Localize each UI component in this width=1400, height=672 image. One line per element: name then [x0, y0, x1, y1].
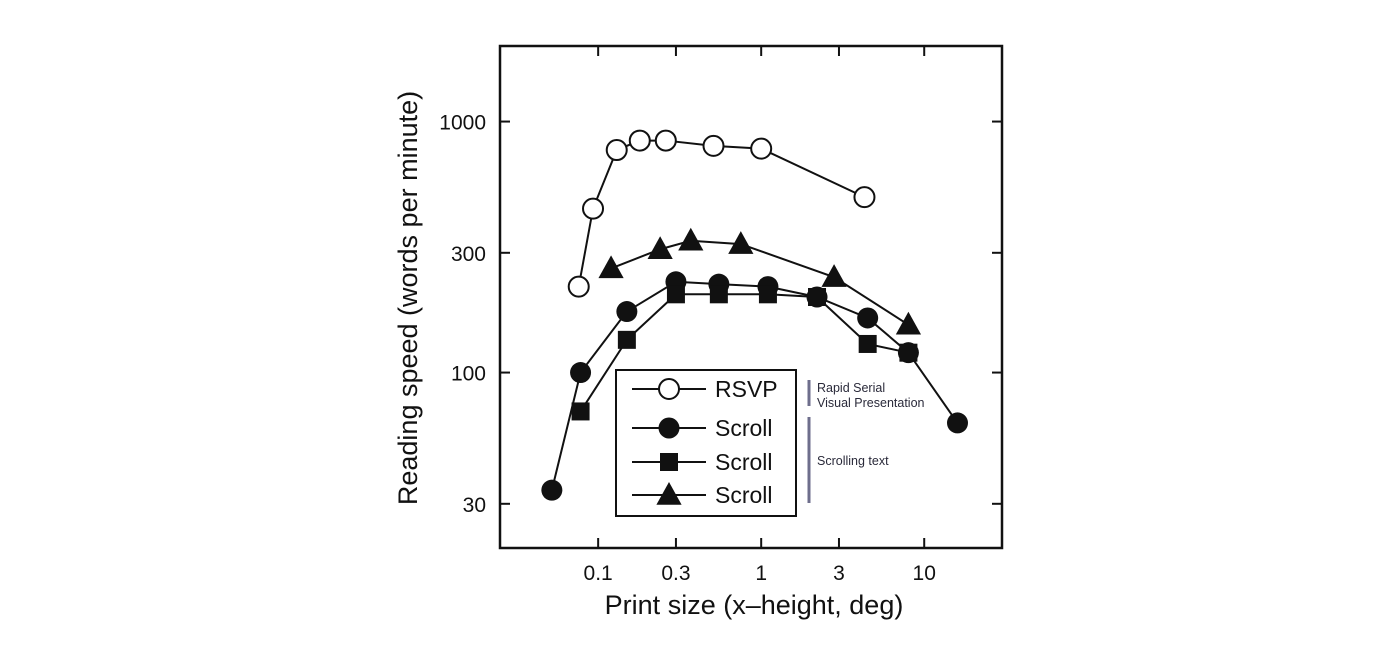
data-point-triangle-filled — [821, 264, 847, 287]
data-point-square-filled — [899, 343, 918, 362]
legend-label: Scroll — [715, 415, 773, 441]
data-point-square-filled — [808, 288, 827, 306]
x-tick-label: 0.1 — [584, 562, 613, 585]
data-point-triangle-filled — [598, 255, 624, 279]
x-tick-label: 10 — [913, 562, 936, 585]
data-point-square-filled — [858, 334, 877, 353]
data-point-triangle-filled — [728, 231, 754, 254]
x-tick-label: 0.3 — [661, 562, 690, 585]
series-layer — [541, 129, 968, 501]
data-point-circle-open — [654, 129, 677, 152]
data-point-triangle-filled — [678, 227, 704, 251]
y-tick-label: 100 — [451, 363, 486, 386]
y-tick-label: 1000 — [439, 112, 486, 135]
data-point-square-filled — [666, 285, 685, 304]
rsvp-annotation-line-1: Rapid Serial — [817, 381, 885, 395]
legend-items: RSVP Scroll Scroll Scroll — [632, 376, 778, 508]
data-point-circle-open — [853, 186, 876, 209]
y-axis-title: Reading speed (words per minute) — [393, 91, 423, 505]
y-tick-label: 300 — [451, 243, 486, 266]
legend-marker — [658, 378, 680, 400]
x-tick-label: 1 — [755, 562, 767, 585]
legend-box — [615, 369, 797, 517]
legend-label: RSVP — [715, 376, 778, 402]
legend-entry-square-filled: Scroll — [632, 449, 773, 475]
data-point-circle-filled — [616, 301, 638, 323]
series-line-circle-filled — [550, 280, 959, 491]
data-point-triangle-filled — [647, 236, 673, 259]
legend: RSVP Scroll Scroll Scroll — [615, 369, 797, 517]
data-point-circle-filled — [857, 307, 879, 329]
legend-marker — [656, 482, 682, 505]
data-point-square-filled — [617, 330, 636, 349]
data-point-circle-open — [750, 137, 773, 160]
x-tick-label: 3 — [833, 562, 845, 585]
legend-label: Scroll — [715, 449, 773, 475]
scroll-annotation: Scrolling text — [817, 454, 889, 468]
legend-entry-triangle-filled: Scroll — [632, 482, 773, 508]
annotations: Rapid Serial Visual Presentation Scrolli… — [807, 380, 925, 503]
axis-ticks: 0.1 0.3 1 3 10 30 100 300 1000 — [439, 46, 1002, 585]
data-point-circle-filled — [946, 412, 968, 434]
data-point-circle-open — [628, 129, 651, 152]
series-square-filled — [571, 285, 918, 421]
data-point-circle-filled — [541, 479, 563, 501]
legend-marker — [658, 417, 680, 439]
data-point-circle-filled — [570, 362, 592, 384]
legend-label: Scroll — [715, 482, 773, 508]
data-point-circle-open — [582, 197, 605, 220]
data-point-circle-open — [567, 275, 590, 298]
data-point-square-filled — [758, 285, 777, 304]
plot-frame — [498, 44, 1004, 550]
legend-marker — [660, 453, 678, 471]
rsvp-annotation-line-2: Visual Presentation — [817, 396, 925, 410]
series-triangle-filled — [598, 227, 922, 335]
data-point-triangle-filled — [895, 311, 922, 335]
data-point-square-filled — [571, 402, 590, 421]
data-point-circle-open — [702, 134, 725, 157]
legend-entry-circle-filled: Scroll — [632, 415, 773, 441]
data-point-circle-open — [605, 139, 628, 162]
series-circle-open — [567, 129, 876, 298]
x-axis-title: Print size (x–height, deg) — [605, 590, 904, 620]
y-tick-label: 30 — [463, 494, 486, 517]
legend-entry-circle-open: RSVP — [632, 376, 778, 402]
data-point-square-filled — [709, 285, 728, 304]
